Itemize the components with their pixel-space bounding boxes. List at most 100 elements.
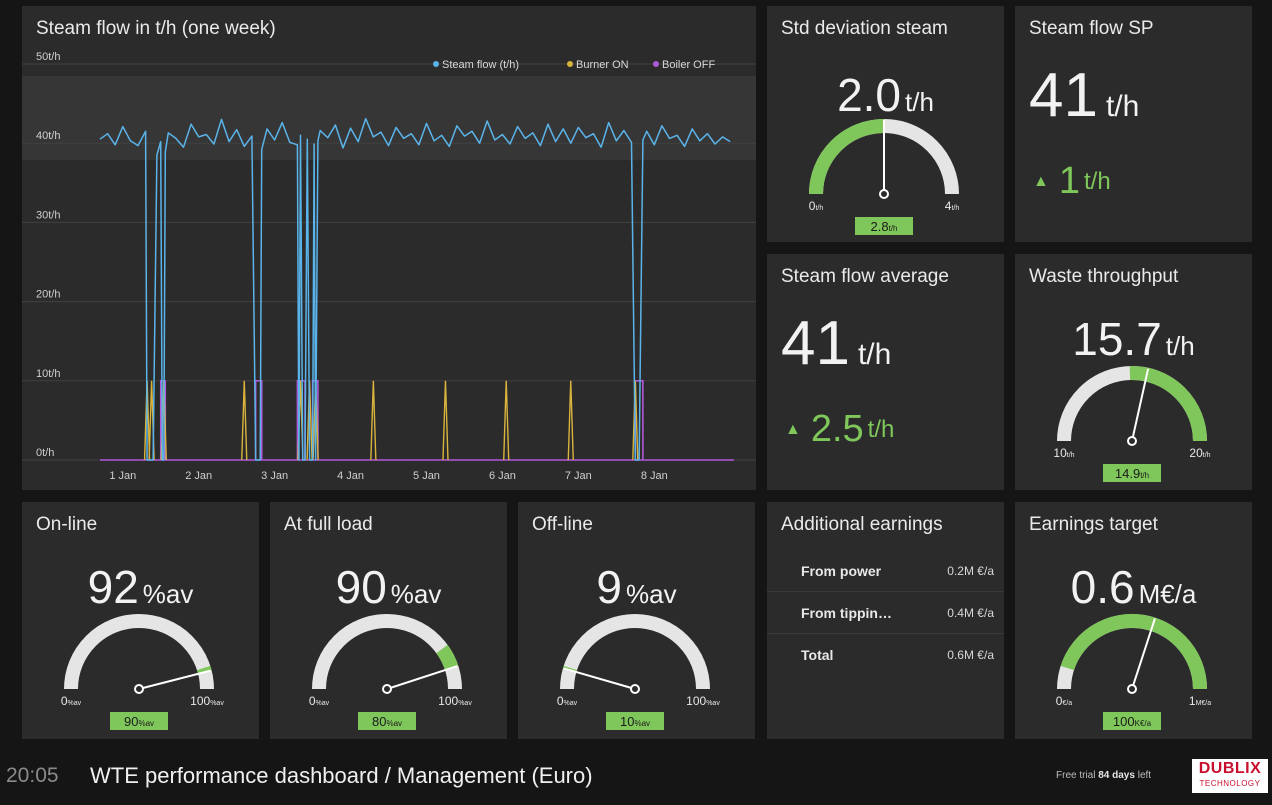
x-tick-label: 8 Jan	[641, 470, 668, 482]
target-badge	[110, 712, 168, 730]
x-tick-label: 3 Jan	[261, 470, 288, 482]
std-deviation-number: 2.0	[837, 69, 902, 121]
steam-flow-average-delta-unit: t/h	[867, 415, 895, 443]
trial-days: 84 days	[1098, 770, 1135, 781]
dashboard-title[interactable]: WTE performance dashboard / Management (…	[90, 763, 593, 788]
off-line-value: 9 %av	[518, 560, 755, 614]
steam-flow-average-unit: t/h	[857, 338, 892, 371]
waste-throughput-gauge: 10t/h 20t/h14.9t/h	[1053, 365, 1211, 482]
std-deviation-gauge: 0t/h 4t/h2.8t/h	[809, 119, 959, 235]
earnings-target-number: 0.6	[1070, 561, 1135, 613]
steam-flow-average-number: 41	[781, 309, 850, 378]
steam-flow-chart[interactable]: 50t/h 40t/h 30t/h 20t/h 10t/h 0t/h 1 Jan 2 Jan…	[22, 6, 756, 490]
gauge-track	[64, 614, 214, 690]
chart-title: Steam flow in t/h (one week)	[36, 18, 276, 39]
gauge-min-label: 0%av	[557, 694, 578, 708]
earnings-row-value: 0.2M €/a	[947, 563, 994, 578]
gauge-needle	[1131, 368, 1150, 442]
gauge-min-label: 0%av	[61, 694, 82, 708]
waste-throughput-title: Waste throughput	[1029, 266, 1179, 287]
on-line-unit: %av	[142, 579, 194, 609]
y-tick-label: 0t/h	[36, 447, 54, 459]
legend-dot-icon	[567, 61, 573, 67]
steam-flow-average-value: 41 t/h	[781, 308, 891, 379]
gauge-max-label: 100%av	[686, 694, 720, 708]
gauge-track	[312, 614, 462, 690]
gauge-pivot	[879, 189, 889, 199]
chart-y-ticks: 50t/h 40t/h 30t/h 20t/h 10t/h 0t/h	[36, 51, 60, 459]
gauge-needle	[563, 667, 636, 690]
steam-flow-series	[99, 117, 731, 461]
on-line-title: On-line	[36, 514, 98, 535]
gauge-min-label: 0%av	[309, 694, 330, 708]
earnings-target-unit: M€/a	[1138, 579, 1197, 609]
additional-earnings-title: Additional earnings	[781, 514, 943, 535]
burner-on-mark	[503, 380, 510, 461]
at-full-load-number: 90	[335, 561, 387, 613]
steam-flow-sp-value: 41 t/h	[1029, 60, 1139, 131]
gauge-pivot	[134, 684, 144, 694]
gauge-fill	[1129, 365, 1207, 442]
waste-throughput-panel: Waste throughput 15.7 t/h 10t/h 20t/h 14.9t…	[1015, 254, 1252, 490]
legend-label: Steam flow (t/h)	[442, 59, 519, 71]
gauge-pivot	[1127, 436, 1137, 446]
table-row: Total 0.6M €/a	[767, 634, 1004, 675]
gauge-min-label: 10t/h	[1053, 446, 1074, 460]
burner-on-mark	[632, 380, 639, 461]
on-line-number: 92	[87, 561, 139, 613]
steam-flow-average-title: Steam flow average	[781, 266, 949, 287]
at-full-load-unit: %av	[390, 579, 442, 609]
at-full-load-value: 90 %av	[270, 560, 507, 614]
burner-on-mark	[442, 380, 449, 461]
earnings-target-panel: Earnings target 0.6 M€/a 0€/a 1M€/a 100K€/a	[1015, 502, 1252, 739]
gauge-needle	[138, 669, 211, 690]
off-line-number: 9	[596, 561, 622, 613]
earnings-target-title: Earnings target	[1029, 514, 1158, 535]
steam-flow-chart-panel: Steam flow in t/h (one week) 50t/h 40t/h 3…	[22, 6, 756, 490]
gauge-min-label: 0t/h	[809, 199, 824, 213]
logo-line-1: DUBLIX	[1198, 760, 1262, 777]
burner-on-series	[143, 380, 639, 461]
gauge-min-label: 0€/a	[1056, 694, 1073, 708]
steam-flow-sp-delta: ▲ 1 t/h	[1033, 160, 1111, 203]
gauge-max-label: 100%av	[190, 694, 224, 708]
clock-time: 20:05	[6, 764, 59, 787]
legend-dot-icon	[433, 61, 439, 67]
earnings-target-value: 0.6 M€/a	[1015, 560, 1252, 614]
earnings-table: From power 0.2M €/a From tippin… 0.4M €/…	[767, 550, 1004, 675]
gauge-fill	[809, 119, 885, 195]
gauge-max-label: 20t/h	[1189, 446, 1210, 460]
legend-dot-icon	[653, 61, 659, 67]
on-line-value: 92 %av	[22, 560, 259, 614]
chart-legend: Steam flow (t/h) Burner ON Boiler OFF	[433, 59, 715, 71]
earnings-row-value: 0.4M €/a	[947, 605, 994, 620]
gauge-pivot	[630, 684, 640, 694]
chart-x-ticks: 1 Jan 2 Jan 3 Jan 4 Jan 5 Jan 6 Jan 7 Jan 8 Jan	[109, 470, 667, 482]
std-deviation-panel: Std deviation steam 2.0 t/h 0t/h 4t/h 2.8t/…	[767, 6, 1004, 242]
at-full-load-panel: At full load 90 %av 0%av 100%av 80%av	[270, 502, 507, 739]
steam-flow-sp-number: 41	[1029, 61, 1098, 130]
steam-flow-sp-title: Steam flow SP	[1029, 18, 1154, 39]
steam-flow-average-delta: ▲ 2.5 t/h	[785, 408, 894, 451]
gauge-fill	[436, 644, 459, 671]
steam-flow-line	[99, 117, 731, 461]
std-deviation-value: 2.0 t/h	[767, 68, 1004, 122]
steam-flow-average-delta-number: 2.5	[810, 408, 864, 450]
off-line-panel: Off-line 9 %av 0%av 100%av 10%av	[518, 502, 755, 739]
on-line-panel: On-line 92 %av 0%av 100%av 90%av	[22, 502, 259, 739]
y-tick-label: 50t/h	[36, 51, 60, 63]
std-deviation-unit: t/h	[905, 87, 934, 117]
y-tick-label: 10t/h	[36, 368, 60, 380]
y-tick-label: 30t/h	[36, 209, 60, 221]
steam-flow-sp-delta-unit: t/h	[1083, 167, 1111, 195]
x-tick-label: 1 Jan	[109, 470, 136, 482]
additional-earnings-panel: Additional earnings From power 0.2M €/a …	[767, 502, 1004, 739]
y-tick-label: 40t/h	[36, 130, 60, 142]
steam-flow-average-panel: Steam flow average 41 t/h ▲ 2.5 t/h	[767, 254, 1004, 490]
x-tick-label: 5 Jan	[413, 470, 440, 482]
waste-throughput-value: 15.7 t/h	[1015, 312, 1252, 366]
chart-highlight-band	[22, 76, 756, 160]
trial-notice[interactable]: Free trial 84 days left	[1056, 770, 1151, 781]
